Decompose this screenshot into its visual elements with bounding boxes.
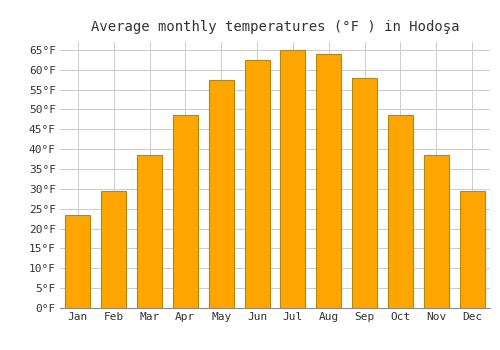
Bar [208,80,234,308]
Bar [101,191,126,308]
Bar [280,50,305,308]
Bar [137,155,162,308]
Bar [460,191,484,308]
Bar [388,116,413,308]
Bar [352,78,377,308]
Bar [424,155,449,308]
Bar [244,60,270,308]
Title: Average monthly temperatures (°F ) in Hodoşa: Average monthly temperatures (°F ) in Ho… [91,20,459,34]
Bar [66,215,90,308]
Bar [316,54,342,308]
Bar [173,116,198,308]
